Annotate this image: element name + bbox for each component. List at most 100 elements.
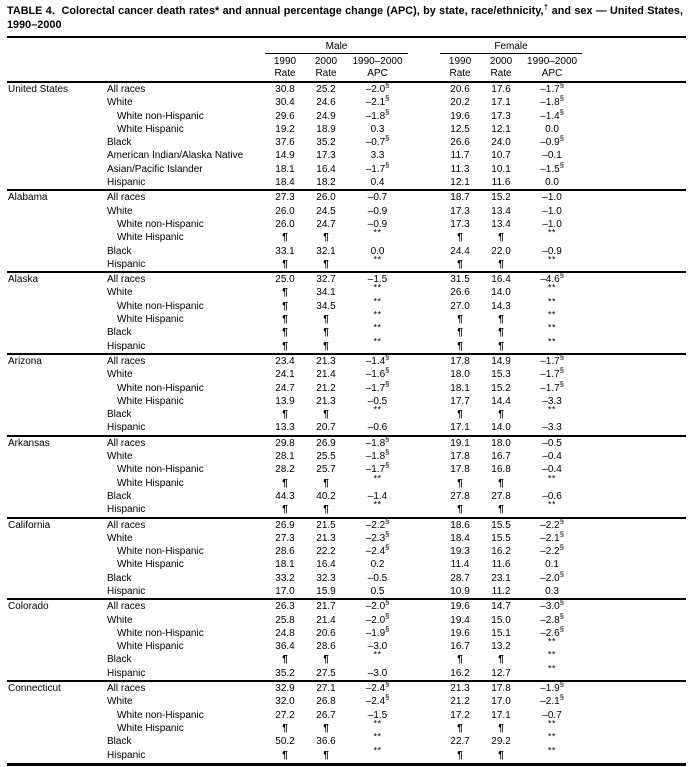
- race-ethnicity-label: White Hispanic: [117, 559, 184, 571]
- right-margin: [582, 395, 686, 408]
- column-gap: [408, 123, 440, 136]
- table-row: Black ¶ ¶ ** ¶ ¶ **: [7, 323, 686, 339]
- male-apc: **: [347, 500, 408, 517]
- race-ethnicity-label: All races: [107, 84, 146, 95]
- female-1990-rate: 17.2: [450, 709, 470, 721]
- unreliable-apc-symbol: **: [548, 227, 557, 238]
- female-1990-rate: 19.6: [450, 627, 470, 639]
- right-margin: [582, 572, 686, 585]
- table-row: Hispanic 35.2 27.5 –3.0 16.2 12.7 **: [7, 664, 686, 681]
- state-name: [7, 585, 100, 599]
- male-1990-rate: ¶: [265, 653, 305, 666]
- race-ethnicity-label: White non-Hispanic: [117, 709, 204, 721]
- statistical-significance-symbol: §: [385, 597, 390, 607]
- female-apc: **: [522, 310, 582, 326]
- statistical-significance-symbol: §: [559, 133, 564, 143]
- column-gap: [408, 300, 440, 313]
- male-apc: –0.6: [367, 422, 388, 434]
- right-margin: [582, 695, 686, 708]
- female-2000-rate: 17.6: [491, 84, 511, 95]
- male-1990-rate: ¶: [265, 503, 305, 517]
- race-ethnicity-label: White non-Hispanic: [117, 382, 204, 394]
- column-gap: [408, 96, 440, 109]
- suppressed-value-symbol: ¶: [282, 258, 288, 270]
- suppressed-value-symbol: ¶: [282, 749, 288, 761]
- column-gap: [408, 532, 440, 545]
- state-name: Alaska: [7, 271, 100, 287]
- column-gap: [408, 368, 440, 381]
- female-1990-rate: 12.1: [450, 177, 470, 189]
- female-apc: –1.4§: [540, 107, 564, 122]
- state-name: [7, 450, 100, 463]
- female-1990-rate: 18.0: [450, 369, 470, 381]
- suppressed-value-symbol: ¶: [457, 314, 463, 326]
- male-1990-rate: ¶: [265, 313, 305, 326]
- male-1990-rate: 24.1: [275, 369, 295, 381]
- male-2000-rate: 26.0: [305, 189, 347, 205]
- state-name: [7, 382, 100, 395]
- race-ethnicity-label: Black: [107, 137, 132, 149]
- suppressed-value-symbol: ¶: [282, 300, 288, 312]
- statistical-significance-symbol: §: [385, 542, 390, 552]
- right-margin: [582, 136, 686, 149]
- male-apc: –1.6§: [365, 365, 390, 381]
- table-row: Black 33.1 32.1 0.0 24.4 22.0 –0.9: [7, 245, 686, 258]
- female-apc: –2.6§: [540, 624, 564, 639]
- table-row: Hispanic ¶ ¶ ** ¶ ¶ **: [7, 255, 686, 272]
- statistical-significance-symbol: §: [559, 529, 564, 539]
- state-name: [7, 231, 100, 244]
- unreliable-apc-symbol: **: [548, 323, 557, 334]
- female-1990-rate: 21.2: [450, 696, 470, 708]
- state-name: [7, 110, 100, 123]
- male-1990-rate: 30.4: [275, 97, 295, 109]
- male-apc: 0.3: [370, 123, 385, 135]
- right-margin: [582, 408, 686, 421]
- right-margin: [582, 300, 686, 313]
- state-name: [7, 667, 100, 681]
- male-2000-rate: 15.9: [316, 585, 336, 597]
- female-apc: –0.4: [542, 451, 562, 463]
- table-row: White 25.8 21.4 –2.0§ 19.4 15.0 –2.8§: [7, 612, 686, 627]
- unreliable-apc-symbol: **: [373, 404, 382, 415]
- male-1990-rate: ¶: [265, 722, 305, 735]
- suppressed-value-symbol: ¶: [457, 409, 463, 421]
- male-1990-rate: 26.3: [265, 598, 305, 614]
- male-1990-rate: 18.1: [275, 163, 295, 175]
- right-margin: [582, 653, 686, 666]
- female-2000-rate: ¶: [480, 748, 523, 766]
- suppressed-value-symbol: ¶: [498, 340, 504, 352]
- table-row: White non-Hispanic 24.8 20.6 –1.9§ 19.6 15.1 –…: [7, 624, 686, 640]
- statistical-significance-symbol: §: [385, 160, 390, 170]
- table-row: White Hispanic ¶ ¶ ** ¶ ¶ **: [7, 719, 686, 735]
- column-gap: [408, 408, 440, 421]
- column-gap: [408, 271, 441, 287]
- unreliable-apc-symbol: **: [548, 499, 557, 510]
- race-ethnicity-label: All races: [100, 516, 265, 532]
- table-row: Black ¶ ¶ ** ¶ ¶ **: [7, 404, 686, 421]
- male-apc: –3.0: [367, 667, 388, 679]
- male-2000-rate: 21.3: [316, 532, 336, 544]
- race-ethnicity-label: White: [107, 287, 133, 299]
- male-2000-rate: 18.9: [316, 123, 336, 135]
- male-2000-rate: ¶: [305, 231, 347, 244]
- female-2000-rate: 17.3: [491, 110, 511, 122]
- right-margin: [582, 735, 686, 748]
- race-ethnicity-label: All races: [100, 189, 265, 205]
- female-apc: **: [522, 732, 582, 748]
- male-2000-rate: 32.3: [316, 572, 336, 584]
- race-ethnicity-label: White Hispanic: [117, 641, 184, 653]
- female-apc: –0.1: [542, 150, 562, 162]
- female-1990-rate: 17.1: [450, 422, 470, 434]
- suppressed-value-symbol: ¶: [323, 504, 329, 516]
- male-2000-rate-header: 2000 Rate: [305, 53, 347, 83]
- table-row: White ¶ 34.1 ** 26.6 14.0 **: [7, 284, 686, 299]
- suppressed-value-symbol: ¶: [457, 749, 463, 761]
- female-2000-rate: ¶: [480, 231, 522, 244]
- male-2000-rate: ¶: [305, 258, 347, 272]
- right-margin: [582, 477, 686, 490]
- state-name: [7, 368, 100, 381]
- table-row: White Hispanic 13.9 21.3 –0.5 17.7 14.4 –3.3: [7, 395, 686, 408]
- male-apc: –1.4: [367, 490, 388, 502]
- female-2000-rate: 18.0: [480, 434, 523, 451]
- male-2000-rate: 26.7: [316, 709, 336, 721]
